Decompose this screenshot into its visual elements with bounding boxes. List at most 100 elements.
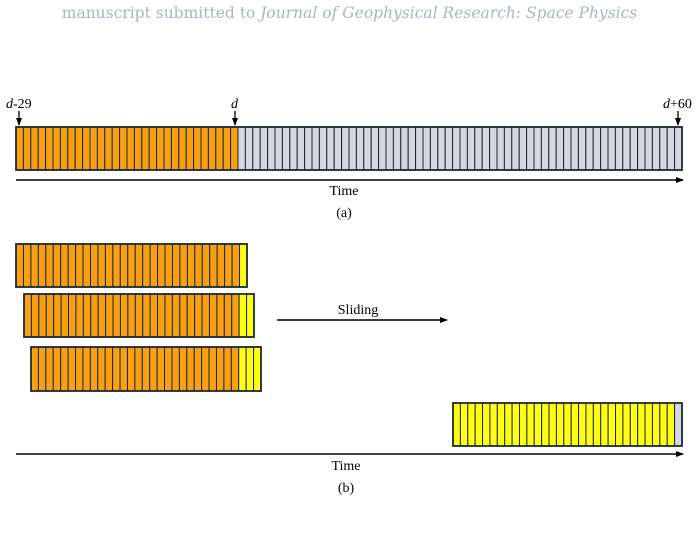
window-a-cell-gray [474, 126, 483, 171]
sliding-window-3-cell-orange [104, 346, 114, 392]
time-label-a: Time [329, 184, 358, 199]
sliding-window-4-cell-yellow [637, 402, 646, 447]
sliding-window-1-cell-orange [15, 243, 24, 288]
sliding-window-4-cell-yellow [578, 402, 587, 447]
window-a-cell-gray [637, 126, 646, 171]
window-a-cell-gray [481, 126, 491, 171]
window-a-cell-gray [378, 126, 387, 171]
window-a-cell-orange [30, 126, 39, 171]
window-a-cell-gray [289, 126, 298, 171]
sliding-window-1-cell-orange [216, 243, 226, 288]
sliding-window-4-cell-yellow [511, 402, 520, 447]
window-a-cell-gray [511, 126, 520, 171]
sliding-window-3-cell-orange [171, 346, 180, 392]
sliding-window-1-cell-orange [37, 243, 47, 288]
window-a-cell-gray [259, 126, 269, 171]
sliding-label: Sliding [338, 303, 378, 318]
header-prefix: manuscript submitted to [61, 4, 261, 22]
window-a-cell-orange [178, 126, 187, 171]
sliding-window-1-cell-orange [171, 243, 181, 288]
sliding-window-1-cell-orange [30, 243, 39, 288]
sliding-window-4-cell-yellow [541, 402, 550, 447]
window-a-cell-gray [355, 126, 365, 171]
sliding-window-2-cell-orange [82, 293, 92, 338]
sliding-window-1-cell-orange [209, 243, 218, 288]
sliding-window-2-cell-yellow [246, 293, 255, 338]
sliding-window-3-cell-orange [97, 346, 106, 392]
sliding-window-4-cell-yellow [563, 402, 572, 447]
sliding-window-1-cell-orange [97, 243, 106, 288]
sliding-window-4-cell-yellow [615, 402, 624, 447]
window-a-cell-gray [674, 126, 683, 171]
sliding-window-4-cell-yellow [452, 402, 461, 447]
sliding-window-3-cell-orange [89, 346, 99, 392]
sliding-window-2-cell-orange [119, 293, 129, 338]
sliding-window-2-cell-orange [171, 293, 181, 338]
window-a-cell-gray [644, 126, 653, 171]
sliding-window-2-cell-orange [112, 293, 121, 338]
window-a-cell-gray [304, 126, 313, 171]
sliding-window-2-cell-orange [68, 293, 77, 338]
window-a-cell-orange [126, 126, 135, 171]
window-a-cell-gray [466, 126, 476, 171]
window-a-cell-gray [437, 126, 446, 171]
window-a-cell-gray [385, 126, 394, 171]
sliding-window-1-cell-orange [112, 243, 121, 288]
sliding-window-3-cell-orange [149, 346, 158, 392]
sliding-window-2-cell-orange [208, 293, 218, 338]
sliding-window-2-cell-orange [23, 293, 32, 338]
window-a-cell-orange [22, 126, 32, 171]
window-a-cell-orange [141, 126, 150, 171]
window-a-cell-orange [67, 126, 76, 171]
sliding-window-4-outline [452, 402, 683, 447]
sliding-window-3-cell-orange [45, 346, 54, 392]
marker-d-label: d [231, 97, 239, 112]
sliding-window-1-cell-orange [179, 243, 188, 288]
sliding-window-3-cell-orange [30, 346, 39, 392]
sliding-window-4-cell-yellow [585, 402, 594, 447]
sliding-window-3-cell-orange [201, 346, 210, 392]
sliding-window-4-cell-yellow [622, 402, 631, 447]
window-a-cell-orange [15, 126, 24, 171]
sliding-window-1-cell-orange [231, 243, 241, 288]
sliding-window-4-cell-yellow [548, 402, 557, 447]
sliding-window-3 [30, 346, 262, 392]
sliding-window-1-cell-orange [194, 243, 203, 288]
sliding-window-3-cell-orange [119, 346, 128, 392]
sliding-window-2-cell-orange [30, 293, 40, 338]
sliding-window-4-cell-yellow [555, 402, 565, 447]
sliding-window-1-cell-orange [67, 243, 77, 288]
sliding-window-3-cell-orange [230, 346, 240, 392]
window-a-cell-gray [540, 126, 550, 171]
sliding-window-4-cell-yellow [526, 402, 535, 447]
sliding-window-4-cell-yellow [659, 402, 668, 447]
sliding-window-2-cell-orange [90, 293, 99, 338]
window-a-cell-orange [133, 126, 143, 171]
sliding-window-4-cell-yellow [666, 402, 676, 447]
sliding-window-4-cell-yellow [592, 402, 602, 447]
window-a-cell-gray [244, 126, 254, 171]
sliding-window-3-cell-orange [193, 346, 203, 392]
window-a-cell-gray [363, 126, 372, 171]
sliding-window-1-cell-orange [119, 243, 129, 288]
sliding-window-2-outline [23, 293, 255, 338]
sliding-window-2-cell-orange [149, 293, 159, 338]
sliding-window-1-outline [15, 243, 248, 288]
sliding-window-3-cell-orange [112, 346, 121, 392]
sliding-window-3-cell-orange [178, 346, 188, 392]
window-a-cell-orange [215, 126, 224, 171]
sliding-window-3-cell-orange [126, 346, 136, 392]
sliding-window-1-cell-yellow [239, 243, 248, 288]
sliding-window-1-cell-orange [186, 243, 196, 288]
sliding-window-1-cell-orange [127, 243, 136, 288]
window-a-cell-gray [281, 126, 291, 171]
sliding-window-3-cell-orange [186, 346, 195, 392]
window-a-cell-gray [629, 126, 639, 171]
sliding-window-2-cell-orange [216, 293, 225, 338]
sliding-window-2-cell-orange [60, 293, 70, 338]
sliding-window-4-cell-yellow [570, 402, 580, 447]
sliding-window-4-cell-yellow [629, 402, 639, 447]
sliding-window-2-cell-orange [223, 293, 233, 338]
sliding-window-3-cell-orange [156, 346, 166, 392]
window-a-cell-gray [518, 126, 528, 171]
